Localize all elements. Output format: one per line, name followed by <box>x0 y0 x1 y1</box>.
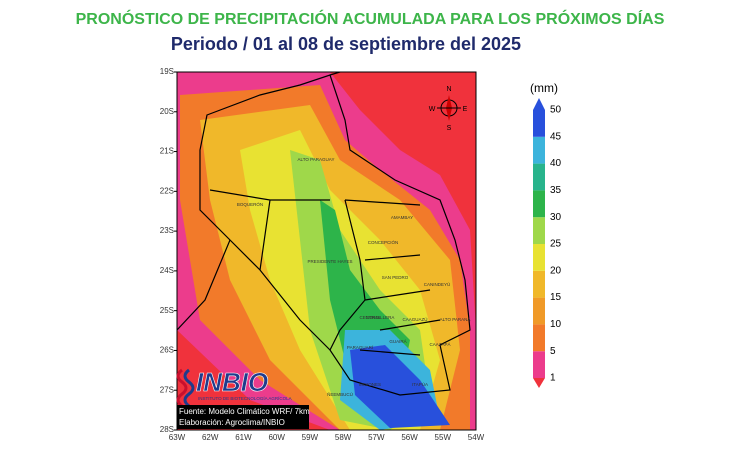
logo-subtitle: INSTITUTO DE BIOTECNOLOGÍA AGRÍCOLA <box>198 395 292 401</box>
lon-label: 63W <box>169 433 186 442</box>
compass-letter: S <box>447 125 452 132</box>
lat-label: 24S <box>160 266 174 275</box>
legend-label: 45 <box>550 131 562 142</box>
compass-letter: W <box>429 106 436 113</box>
region-label: MISIONES <box>359 382 381 387</box>
precip-field <box>177 72 476 430</box>
region-label: GUAIRÁ <box>389 338 406 344</box>
legend-swatch <box>533 110 545 137</box>
subtitle: Periodo / 01 al 08 de septiembre del 202… <box>171 34 521 54</box>
legend-label: 20 <box>550 265 562 276</box>
lon-label: 62W <box>202 433 219 442</box>
legend-swatch <box>533 98 545 110</box>
region-label: ALTO PARAGUAY <box>298 157 335 162</box>
credit: Elaboración: Agroclima/INBIO <box>179 418 285 427</box>
region-label: CANINDEYÚ <box>424 281 451 287</box>
legend-swatch <box>533 297 545 325</box>
lon-label: 58W <box>335 433 352 442</box>
lat-label: 27S <box>160 385 174 394</box>
legend-label: 40 <box>550 158 562 169</box>
footer-box <box>177 405 309 429</box>
legend-label: 50 <box>550 105 562 116</box>
legend-label: 5 <box>550 346 556 357</box>
lat-label: 20S <box>160 107 174 116</box>
lat-label: 21S <box>160 147 174 156</box>
lat-label: 22S <box>160 186 174 195</box>
title: PRONÓSTICO DE PRECIPITACIÓN ACUMULADA PA… <box>76 9 665 28</box>
lon-label: 59W <box>302 433 319 442</box>
lon-label: 54W <box>468 433 485 442</box>
legend-label: 15 <box>550 292 562 303</box>
region-label: CONCEPCIÓN <box>368 239 399 245</box>
lon-label: 57W <box>368 433 385 442</box>
legend-swatch <box>533 244 545 271</box>
legend-label: 30 <box>550 212 562 223</box>
legend-swatch <box>533 217 545 244</box>
legend-swatch <box>533 378 545 388</box>
region-label: BOQUERÓN <box>237 201 263 207</box>
region-label: SAN PEDRO <box>382 275 409 280</box>
region-label: CAAGUAZÚ <box>402 316 427 322</box>
legend-label: 25 <box>550 239 562 250</box>
region-label: CORDILLERA <box>366 315 395 320</box>
lat-label: 25S <box>160 306 174 315</box>
lat-label: 19S <box>160 67 174 76</box>
region-label: CENTRAL <box>359 315 381 320</box>
legend-swatch <box>533 136 545 164</box>
lat-label: 28S <box>160 425 174 434</box>
compass-letter: E <box>463 106 468 113</box>
lat-label: 26S <box>160 346 174 355</box>
legend-label: 1 <box>550 373 556 384</box>
region-label: PARAGUARÍ <box>347 344 374 350</box>
region-label: PRESIDENTE HAYES <box>308 259 353 264</box>
logo: INBIO INSTITUTO DE BIOTECNOLOGÍA AGRÍCOL… <box>176 367 292 408</box>
region-label: CAAZAPÁ <box>429 341 450 347</box>
legend-unit: (mm) <box>530 81 558 95</box>
legend-swatch <box>533 163 545 191</box>
map-frame <box>176 71 477 431</box>
legend-swatch <box>533 351 545 378</box>
legend-swatch <box>533 270 545 298</box>
region-label: ALTO PARANÁ <box>440 316 471 322</box>
region-label: AMAMBAY <box>391 215 413 220</box>
logo-text: INBIO <box>196 367 268 397</box>
region-label: ÑEEMBUCÚ <box>327 391 353 397</box>
region-label: ITAPÚA <box>412 381 428 387</box>
compass <box>437 95 461 121</box>
lon-label: 55W <box>435 433 452 442</box>
legend-label: 35 <box>550 185 562 196</box>
source: Fuente: Modelo Climático WRF/ 7km <box>179 407 310 416</box>
legend-swatch <box>533 324 545 352</box>
lon-label: 56W <box>401 433 418 442</box>
legend-label: 10 <box>550 319 562 330</box>
compass-letter: N <box>446 86 451 93</box>
legend-swatch <box>533 190 545 218</box>
lon-label: 61W <box>235 433 252 442</box>
lat-label: 23S <box>160 226 174 235</box>
lon-label: 60W <box>268 433 285 442</box>
